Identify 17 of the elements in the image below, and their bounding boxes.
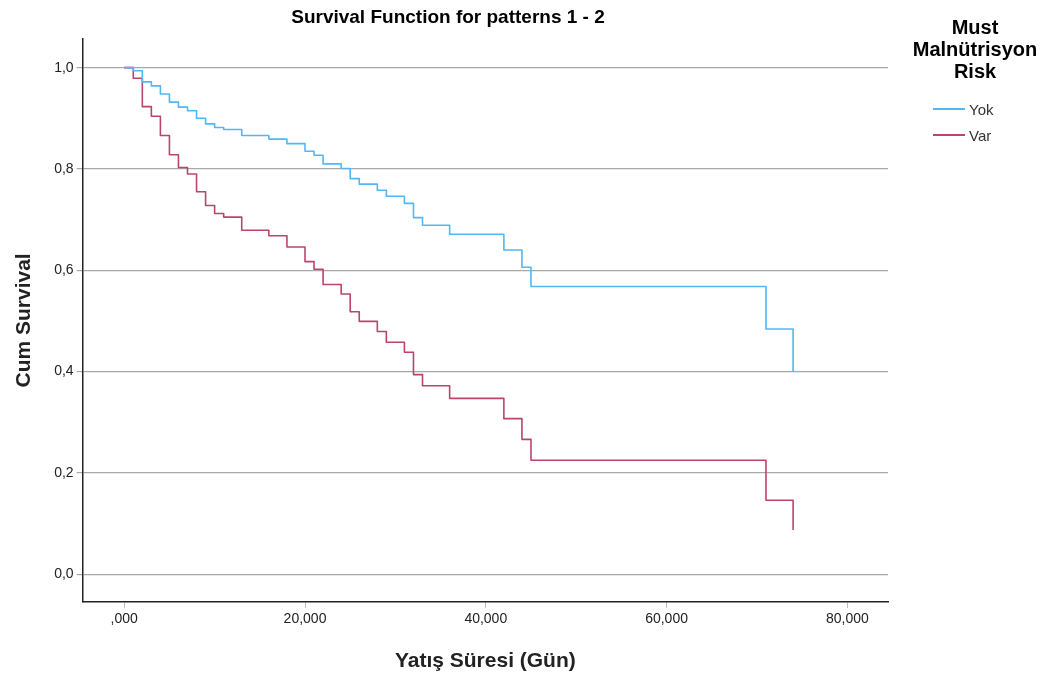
y-tick-label: 0,4 xyxy=(54,362,74,379)
x-tick-label: ,000 xyxy=(110,610,139,627)
y-tick-label: 0,2 xyxy=(54,463,74,480)
x-tick-label: 20,000 xyxy=(283,610,327,627)
chart-title: Survival Function for patterns 1 - 2 xyxy=(291,5,605,27)
legend-label: Var xyxy=(969,126,992,144)
x-tick-label: 80,000 xyxy=(825,610,869,627)
y-axis-title: Cum Survival xyxy=(11,253,35,388)
x-tick-label: 60,000 xyxy=(645,610,689,627)
legend-label: Yok xyxy=(969,100,994,118)
y-tick-label: 1,0 xyxy=(54,58,74,75)
legend-title: Must Malnütrisyon Risk xyxy=(911,16,1039,82)
y-tick-label: 0,0 xyxy=(54,565,74,581)
x-tick-label: 40,000 xyxy=(464,610,508,627)
y-tick-label: 0,8 xyxy=(54,159,74,176)
y-tick-label: 0,6 xyxy=(54,261,74,278)
x-axis-title: Yatış Süresi (Gün) xyxy=(394,648,576,672)
